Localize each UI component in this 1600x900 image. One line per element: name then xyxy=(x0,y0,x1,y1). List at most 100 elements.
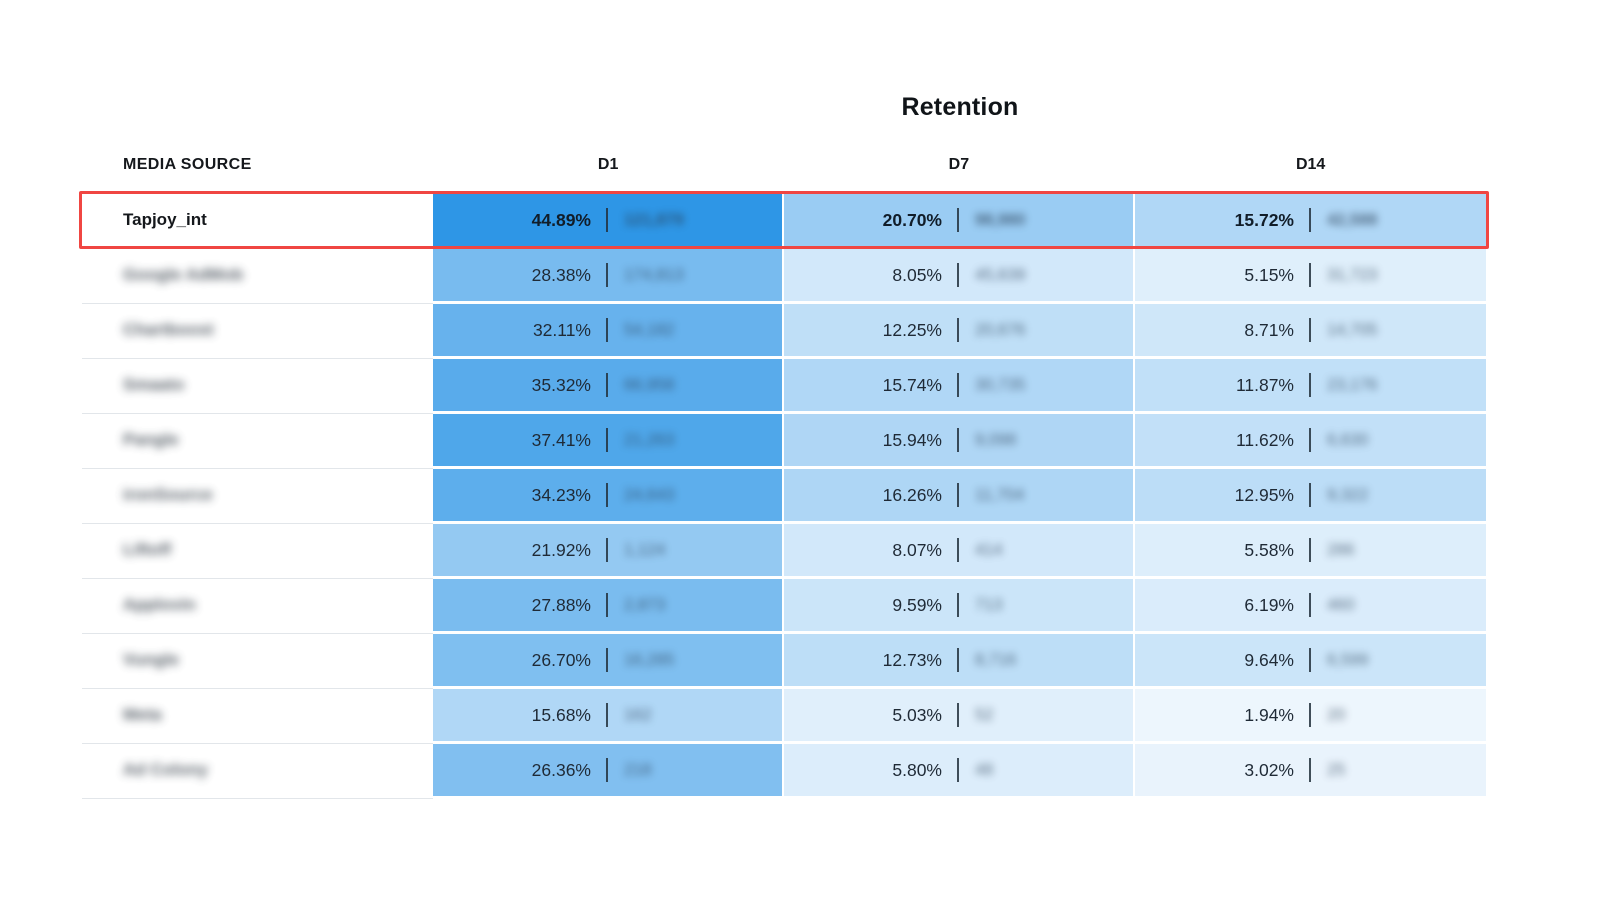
retention-cell-d14: 6.19% 460 xyxy=(1135,579,1486,631)
table-row[interactable]: Applovin 27.88% 2,873 9.59% 713 6.19% 460 xyxy=(82,579,1486,634)
retention-table: MEDIA SOURCE D1 D7 D14 Tapjoy_int 44.89% 1… xyxy=(79,150,1489,799)
retention-percent: 34.23% xyxy=(531,484,591,505)
retention-cells: 26.36% 218 5.80% 48 3.02% 25 xyxy=(433,744,1486,799)
retention-cell-d1: 37.41% 21,263 xyxy=(433,414,782,466)
retention-percent: 15.68% xyxy=(531,704,591,725)
retention-cell-d1: 32.11% 54,182 xyxy=(433,304,782,356)
retention-percent: 20.70% xyxy=(882,209,942,230)
retention-percent: 27.88% xyxy=(531,594,591,615)
user-count-blurred: 6,630 xyxy=(1327,430,1369,449)
retention-percent: 5.80% xyxy=(892,759,942,780)
retention-cell-d1: 15.68% 162 xyxy=(433,689,782,741)
cell-divider xyxy=(606,593,608,617)
retention-percent: 28.38% xyxy=(531,264,591,285)
table-row[interactable]: Liftoff 21.92% 1,124 8.07% 414 5.58% 286 xyxy=(82,524,1486,579)
retention-cells: 35.32% 66,958 15.74% 30,735 11.87% 23,176 xyxy=(433,359,1486,414)
retention-cells: 32.11% 54,182 12.25% 20,676 8.71% 14,705 xyxy=(433,304,1486,359)
cell-divider xyxy=(1309,318,1311,342)
retention-cells: 15.68% 162 5.03% 52 1.94% 20 xyxy=(433,689,1486,744)
retention-cell-d14: 8.71% 14,705 xyxy=(1135,304,1486,356)
retention-cell-d14: 15.72% 42,588 xyxy=(1135,194,1486,246)
media-source-label: Meta xyxy=(123,704,162,724)
table-row[interactable]: Meta 15.68% 162 5.03% 52 1.94% 20 xyxy=(82,689,1486,744)
retention-percent: 11.87% xyxy=(1235,374,1294,395)
cell-divider xyxy=(957,373,959,397)
table-row[interactable]: Chartboost 32.11% 54,182 12.25% 20,676 8.71% 1… xyxy=(82,304,1486,359)
media-source-cell: Ad Colony xyxy=(82,744,433,799)
cell-divider xyxy=(957,483,959,507)
retention-percent: 15.72% xyxy=(1234,209,1294,230)
retention-percent: 8.07% xyxy=(892,539,942,560)
retention-percent: 6.19% xyxy=(1244,594,1294,615)
retention-cells: 21.92% 1,124 8.07% 414 5.58% 286 xyxy=(433,524,1486,579)
user-count-blurred: 21,263 xyxy=(624,430,675,449)
retention-cell-d1: 28.38% 174,813 xyxy=(433,249,782,301)
media-source-cell: Liftoff xyxy=(82,524,433,579)
user-count-blurred: 52 xyxy=(975,705,994,724)
user-count-blurred: 14,705 xyxy=(1327,320,1378,339)
media-source-cell: Pangle xyxy=(82,414,433,469)
retention-percent: 5.03% xyxy=(892,704,942,725)
table-header-row: MEDIA SOURCE D1 D7 D14 xyxy=(82,150,1486,180)
user-count-blurred: 2,873 xyxy=(624,595,666,614)
retention-cell-d7: 9.59% 713 xyxy=(784,579,1133,631)
media-source-cell: Tapjoy_int xyxy=(82,194,433,249)
retention-cell-d1: 44.89% 121,879 xyxy=(433,194,782,246)
retention-cell-d14: 3.02% 25 xyxy=(1135,744,1486,796)
media-source-label: Chartboost xyxy=(123,319,214,339)
retention-percent: 16.26% xyxy=(882,484,942,505)
retention-cell-d7: 15.74% 30,735 xyxy=(784,359,1133,411)
table-row[interactable]: Ad Colony 26.36% 218 5.80% 48 3.02% 25 xyxy=(82,744,1486,799)
retention-percent: 12.73% xyxy=(882,649,942,670)
cell-divider xyxy=(1309,758,1311,782)
user-count-blurred: 20 xyxy=(1327,705,1346,724)
cell-divider xyxy=(957,593,959,617)
table-row[interactable]: Google AdMob 28.38% 174,813 8.05% 45,639 5.15… xyxy=(82,249,1486,304)
cell-divider xyxy=(606,373,608,397)
column-header-d7: D7 xyxy=(948,156,970,173)
retention-cell-d7: 20.70% 98,980 xyxy=(784,194,1133,246)
column-header-d14: D14 xyxy=(1295,156,1326,173)
user-count-blurred: 30,735 xyxy=(975,375,1026,394)
user-count-blurred: 9,098 xyxy=(975,430,1017,449)
cell-divider xyxy=(957,758,959,782)
media-source-label: Ad Colony xyxy=(123,759,208,779)
retention-cell-d1: 27.88% 2,873 xyxy=(433,579,782,631)
cell-divider xyxy=(1309,593,1311,617)
retention-cells: 44.89% 121,879 20.70% 98,980 15.72% 42,588 xyxy=(433,194,1486,249)
media-source-label: Pangle xyxy=(123,429,179,449)
cell-divider xyxy=(957,263,959,287)
retention-cell-d7: 8.07% 414 xyxy=(784,524,1133,576)
column-header-media-source: MEDIA SOURCE xyxy=(123,156,252,173)
table-row[interactable]: Tapjoy_int 44.89% 121,879 20.70% 98,980 15.72… xyxy=(79,191,1489,249)
cell-divider xyxy=(1309,648,1311,672)
user-count-blurred: 16,285 xyxy=(624,650,675,669)
retention-percent: 44.89% xyxy=(531,209,591,230)
retention-cell-d7: 12.25% 20,676 xyxy=(784,304,1133,356)
cell-divider xyxy=(606,428,608,452)
media-source-cell: Smaato xyxy=(82,359,433,414)
table-row[interactable]: ironSource 34.23% 24,643 16.26% 11,704 12.95%… xyxy=(82,469,1486,524)
cell-divider xyxy=(957,538,959,562)
table-row[interactable]: Pangle 37.41% 21,263 15.94% 9,098 11.62% 6,630 xyxy=(82,414,1486,469)
media-source-cell: Chartboost xyxy=(82,304,433,359)
retention-cell-d14: 12.95% 9,322 xyxy=(1135,469,1486,521)
retention-percent: 35.32% xyxy=(531,374,591,395)
user-count-blurred: 54,182 xyxy=(624,320,675,339)
table-row[interactable]: Smaato 35.32% 66,958 15.74% 30,735 11.87% 23,1… xyxy=(82,359,1486,414)
retention-percent: 5.58% xyxy=(1244,539,1294,560)
retention-cell-d7: 12.73% 8,716 xyxy=(784,634,1133,686)
cell-divider xyxy=(1309,703,1311,727)
retention-cells: 37.41% 21,263 15.94% 9,098 11.62% 6,630 xyxy=(433,414,1486,469)
cell-divider xyxy=(957,208,959,232)
retention-percent: 9.59% xyxy=(892,594,942,615)
retention-cell-d1: 21.92% 1,124 xyxy=(433,524,782,576)
retention-cell-d14: 11.62% 6,630 xyxy=(1135,414,1486,466)
table-row[interactable]: Vungle 26.70% 16,285 12.73% 8,716 9.64% 6,599 xyxy=(82,634,1486,689)
retention-cell-d1: 35.32% 66,958 xyxy=(433,359,782,411)
cell-divider xyxy=(606,208,608,232)
retention-percent: 3.02% xyxy=(1244,759,1294,780)
retention-cell-d14: 11.87% 23,176 xyxy=(1135,359,1486,411)
cell-divider xyxy=(606,318,608,342)
user-count-blurred: 24,643 xyxy=(624,485,675,504)
